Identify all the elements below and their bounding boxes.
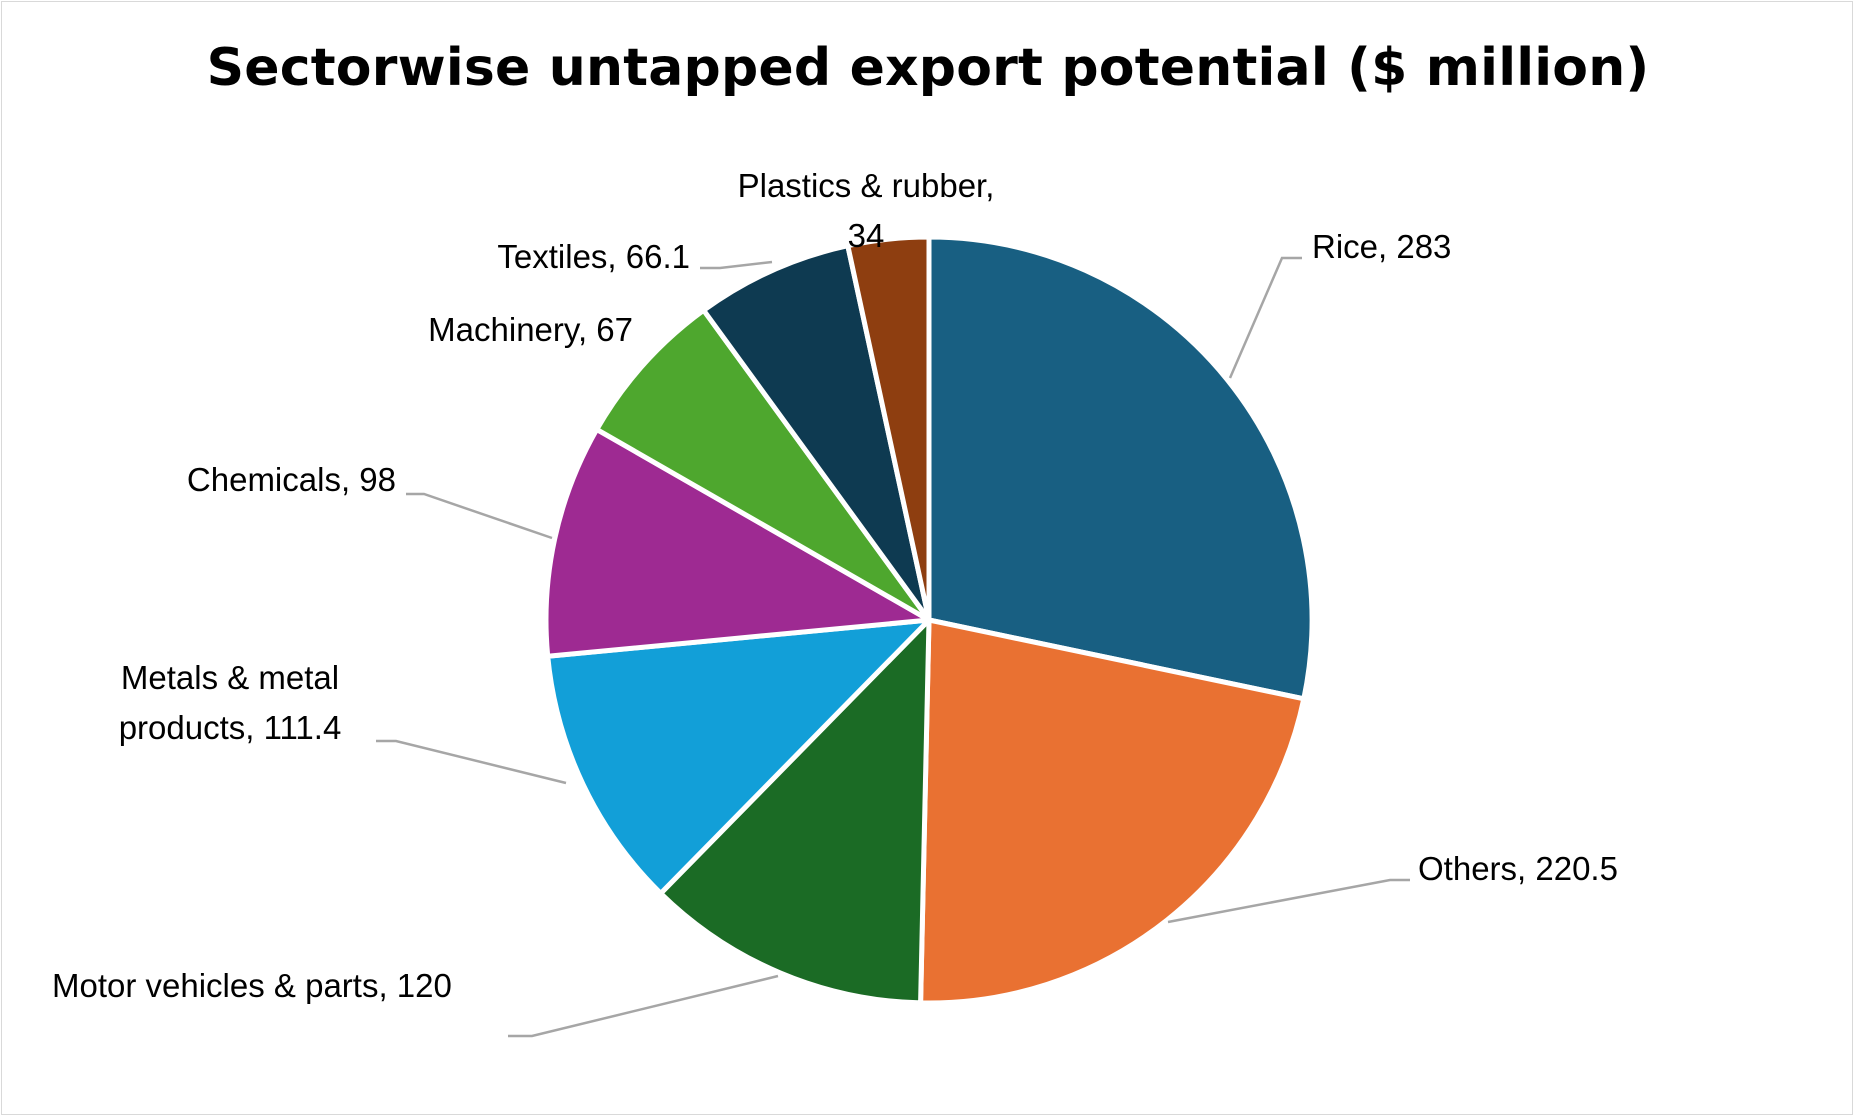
- data-label-chemicals: Chemicals, 98: [187, 461, 396, 498]
- leader-line-metals-metal-products: [376, 739, 567, 785]
- data-labels: Rice, 283 Others, 220.5 Motor vehicles & p…: [52, 167, 1618, 1004]
- chart-title: Sectorwise untapped export potential ($ …: [206, 38, 1650, 98]
- data-label-textiles: Textiles, 66.1: [497, 238, 690, 275]
- data-label-line: Textiles, 66.1: [497, 238, 690, 275]
- data-label-line: 34: [848, 217, 885, 254]
- data-label-line: Others, 220.5: [1418, 850, 1618, 887]
- pie-slice-rice: [926, 234, 1315, 702]
- data-label-motor-vehicles-parts: Motor vehicles & parts, 120: [52, 967, 452, 1004]
- leader-lines: [376, 256, 1410, 1038]
- data-label-line: Metals & metal: [121, 659, 339, 696]
- data-label-line: Plastics & rubber,: [738, 167, 995, 204]
- pie-slices: [543, 234, 1315, 1006]
- data-label-metals-metal-products: Metals & metal products, 111.4: [119, 659, 342, 746]
- pie-slice-plastics-rubber: [845, 234, 932, 623]
- data-label-line: Machinery, 67: [428, 311, 633, 348]
- leader-line-textiles: [700, 260, 773, 270]
- data-label-line: products, 111.4: [119, 709, 342, 746]
- leader-line-motor-vehicles-parts: [508, 974, 779, 1038]
- data-label-line: Motor vehicles & parts, 120: [52, 967, 452, 1004]
- data-label-machinery: Machinery, 67: [428, 311, 633, 348]
- data-label-others: Others, 220.5: [1418, 850, 1618, 887]
- leader-line-others: [1167, 878, 1410, 924]
- pie-slice-textiles: [701, 243, 932, 623]
- leader-line-rice: [1228, 256, 1302, 379]
- data-label-plastics-rubber: Plastics & rubber, 34: [738, 167, 995, 254]
- pie-slice-motor-vehicles-parts: [658, 617, 932, 1006]
- pie-slice-others: [918, 617, 1307, 1006]
- data-label-rice: Rice, 283: [1312, 228, 1451, 265]
- pie-slice-metals-metal-products: [545, 617, 932, 896]
- pie-slice-machinery: [594, 307, 932, 623]
- leader-line-chemicals: [406, 492, 553, 540]
- data-label-line: Chemicals, 98: [187, 461, 396, 498]
- pie-slice-chemicals: [543, 426, 932, 659]
- data-label-line: Rice, 283: [1312, 228, 1451, 265]
